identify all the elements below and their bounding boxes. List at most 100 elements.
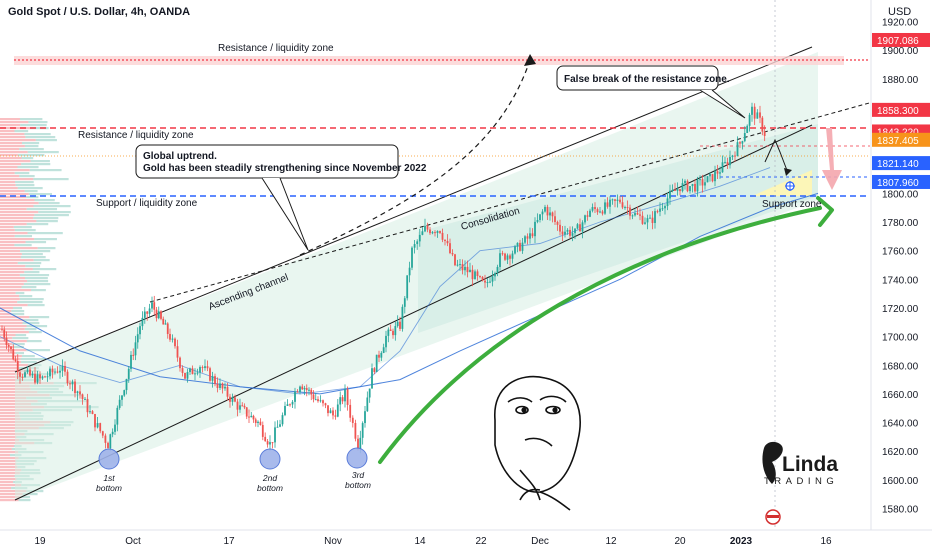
candle-body <box>621 202 624 208</box>
volume-profile-bar <box>14 229 36 232</box>
volume-profile-bar <box>0 412 19 415</box>
candle-body <box>66 371 69 384</box>
resistance-top-zone <box>14 56 844 65</box>
time-axis <box>0 530 932 550</box>
volume-profile-bar <box>26 196 39 199</box>
volume-profile-bar <box>0 190 25 193</box>
candle-body <box>431 232 434 234</box>
volume-profile-bar <box>13 307 23 310</box>
volume-profile-bar <box>23 283 51 286</box>
volume-profile-bar <box>0 319 24 322</box>
volume-profile-bar <box>0 430 15 433</box>
volume-profile-bar <box>34 214 69 217</box>
candle-body <box>536 220 539 222</box>
volume-profile-bar <box>0 385 30 388</box>
candle-body <box>259 421 262 426</box>
candle-body <box>646 218 649 223</box>
candle-body <box>189 368 191 373</box>
candle-body <box>671 189 674 191</box>
candle-body <box>541 211 544 215</box>
candle-body <box>634 213 636 216</box>
volume-profile-bar <box>26 223 49 226</box>
candle-body <box>511 253 514 259</box>
candle-body <box>250 415 253 418</box>
volume-profile-bar <box>24 328 37 331</box>
candle-body <box>69 383 71 385</box>
volume-profile-bar <box>0 466 18 469</box>
candle-body <box>59 370 61 373</box>
volume-profile-bar <box>0 355 22 358</box>
candle-body <box>439 231 441 233</box>
candle-body <box>327 405 329 414</box>
price-tick: 1620.00 <box>882 447 919 458</box>
candle-body <box>716 171 719 174</box>
volume-profile-bar <box>28 121 48 124</box>
time-tick: 19 <box>34 536 46 547</box>
volume-profile-bar <box>0 220 37 223</box>
candle-body <box>385 335 387 348</box>
candle-body <box>599 211 601 213</box>
volume-profile-bar <box>31 289 46 292</box>
time-tick: 22 <box>475 536 487 547</box>
candle-body <box>616 199 619 201</box>
volume-profile-bar <box>0 172 15 175</box>
candle-body <box>686 180 689 192</box>
volume-profile-bar <box>0 214 35 217</box>
candle-body <box>111 431 114 435</box>
time-tick: 12 <box>605 536 617 547</box>
volume-profile-bar <box>0 484 22 487</box>
uptrend-callout-pointer <box>261 177 309 251</box>
candle-body <box>619 199 621 203</box>
candle-body <box>221 383 224 389</box>
candle-body <box>194 373 196 375</box>
candle-body <box>464 266 466 271</box>
candle-body <box>289 404 291 406</box>
candle-body <box>691 183 694 187</box>
volume-profile-bar <box>34 238 57 241</box>
volume-profile-bar <box>0 433 25 436</box>
candle-body <box>231 397 234 402</box>
volume-profile-bar <box>0 211 39 214</box>
volume-profile-bar <box>33 205 71 208</box>
candle-body <box>380 352 383 358</box>
candle-body <box>301 386 304 390</box>
candle-body <box>378 354 380 358</box>
candle-body <box>456 264 459 266</box>
volume-profile-bar <box>24 190 38 193</box>
volume-profile-bar <box>14 130 29 133</box>
price-tick: 1760.00 <box>882 247 919 258</box>
candle-body <box>644 222 646 224</box>
price-label: 1858.300 <box>877 106 919 117</box>
candle-body <box>346 389 349 405</box>
volume-profile-bar <box>15 181 34 184</box>
candle-body <box>519 242 521 251</box>
volume-profile-bar <box>0 292 16 295</box>
volume-profile-bar <box>0 217 34 220</box>
candle-body <box>496 266 499 274</box>
volume-profile-bar <box>22 322 40 325</box>
volume-profile-bar <box>11 310 25 313</box>
volume-profile-bar <box>0 439 20 442</box>
candle-body <box>601 211 604 214</box>
candle-body <box>446 241 449 244</box>
candle-body <box>444 239 446 242</box>
candle-body <box>284 405 286 416</box>
candle-body <box>589 210 591 217</box>
candle-body <box>484 280 486 283</box>
candle-body <box>234 397 236 402</box>
volume-profile-bar <box>0 397 27 400</box>
volume-profile-bar <box>0 271 25 274</box>
candle-body <box>101 431 104 436</box>
time-tick: 20 <box>674 536 686 547</box>
price-tick: 1780.00 <box>882 218 919 229</box>
volume-profile-bar <box>0 253 22 256</box>
candle-body <box>71 381 74 385</box>
time-tick: 2023 <box>730 536 753 547</box>
candle-body <box>669 190 671 199</box>
volume-profile-bar <box>0 487 12 490</box>
candle-body <box>141 317 144 327</box>
volume-profile-bar <box>27 280 49 283</box>
volume-profile-bar <box>29 316 50 319</box>
logo-bottom-text: TRADING <box>764 476 838 487</box>
price-labels: 1907.0861858.3001843.2201837.4051821.140… <box>872 32 930 189</box>
